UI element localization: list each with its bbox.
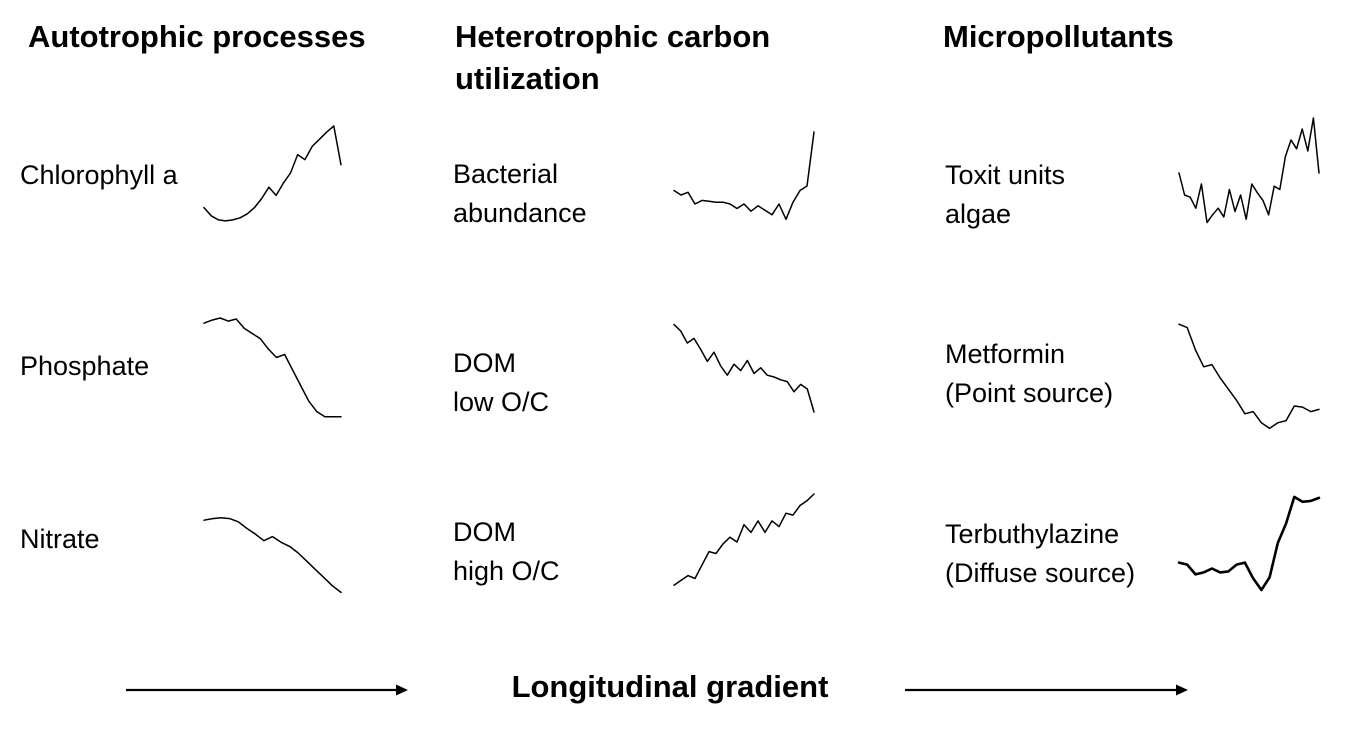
row-label-nitrate: Nitrate <box>20 520 100 559</box>
sparkline-nitrate <box>203 516 342 594</box>
row-label-chlorophyll: Chlorophyll a <box>20 156 178 195</box>
row-label-dom-low-oc: DOM low O/C <box>453 344 549 422</box>
column-title-micropollutants: Micropollutants <box>943 16 1174 58</box>
sparkline-trace <box>203 125 342 222</box>
row-label-line: DOM <box>453 348 516 378</box>
sparkline-chlorophyll <box>203 125 342 222</box>
row-label-line: high O/C <box>453 556 560 586</box>
arrow-right <box>905 684 1188 696</box>
row-label-line: (Diffuse source) <box>945 558 1136 588</box>
row-label-line: (Point source) <box>945 378 1114 408</box>
sparkline-trace <box>673 323 815 413</box>
column-title-line: Autotrophic processes <box>28 19 366 54</box>
row-label-line: abundance <box>453 198 587 228</box>
row-label-line: DOM <box>453 517 516 547</box>
sparkline-dom-high-oc <box>673 493 815 586</box>
row-label-line: Bacterial <box>453 159 559 189</box>
row-label-line: algae <box>945 199 1012 229</box>
sparkline-trace <box>1177 495 1321 592</box>
row-label-dom-high-oc: DOM high O/C <box>453 513 560 591</box>
column-title-autotrophic: Autotrophic processes <box>28 16 366 58</box>
sparkline-bacterial-abundance <box>673 131 815 221</box>
row-label-line: Terbuthylazine <box>945 519 1120 549</box>
row-label-line: low O/C <box>453 387 550 417</box>
gradient-label: Longitudinal gradient <box>511 669 829 704</box>
column-title-line: utilization <box>455 61 600 96</box>
sparkline-trace <box>1178 117 1320 224</box>
column-title-heterotrophic: Heterotrophic carbon utilization <box>455 16 770 100</box>
sparkline-terbuthylazine <box>1177 495 1321 592</box>
row-label-line: Nitrate <box>20 524 100 554</box>
sparkline-trace <box>203 516 342 594</box>
row-label-toxic-units-algae: Toxit units algae <box>945 156 1065 234</box>
row-label-line: Toxit units <box>945 160 1066 190</box>
row-label-phosphate: Phosphate <box>20 347 149 386</box>
row-label-bacterial-abundance: Bacterial abundance <box>453 155 587 233</box>
sparkline-metformin <box>1178 323 1320 430</box>
row-label-metformin: Metformin (Point source) <box>945 335 1113 413</box>
arrow-left <box>126 684 408 696</box>
row-label-line: Chlorophyll a <box>20 160 178 190</box>
sparkline-trace <box>203 317 342 418</box>
sparkline-trace <box>673 131 815 221</box>
sparkline-toxic-units-algae <box>1178 117 1320 224</box>
sparkline-dom-low-oc <box>673 323 815 413</box>
column-title-line: Micropollutants <box>943 19 1174 54</box>
column-title-line: Heterotrophic carbon <box>455 19 771 54</box>
row-label-terbuthylazine: Terbuthylazine (Diffuse source) <box>945 515 1135 593</box>
row-label-line: Metformin <box>945 339 1066 369</box>
row-label-line: Phosphate <box>20 351 150 381</box>
sparkline-trace <box>1178 323 1320 430</box>
sparkline-trace <box>673 493 815 586</box>
sparkline-phosphate <box>203 317 342 418</box>
